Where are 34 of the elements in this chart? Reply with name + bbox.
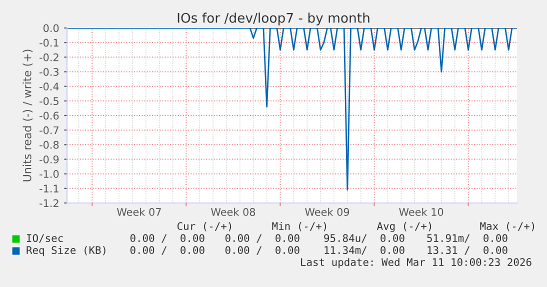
y-tick-label: -0.4 (40, 82, 59, 90)
x-tick-label: Week 07 (116, 208, 161, 216)
text: Cur (-/+) (177, 222, 232, 232)
text: Min (-/+) (272, 222, 326, 232)
y-tick-label: -0.3 (40, 68, 59, 76)
x-tick-label: Week 10 (399, 208, 444, 216)
y-tick-label: -1.1 (40, 184, 58, 192)
y-tick-label: -0.8 (40, 140, 59, 149)
y-tick-label: -0.5 (40, 97, 58, 106)
y-tick-label: -0.9 (40, 155, 59, 164)
x-tick-label: Week 08 (211, 208, 256, 216)
y-tick-label: -0.6 (40, 112, 59, 120)
y-tick-label: -1.0 (40, 170, 59, 178)
legend-label: IO/sec (27, 234, 63, 243)
y-tick-label: -1.2 (40, 199, 58, 207)
y-tick-label: -0.2 (40, 53, 58, 62)
y-tick-label: -0.1 (40, 38, 58, 47)
chart-title: IOs for /dev/loop7 - by month (178, 12, 370, 26)
text: 0.00 / 0.00 (225, 234, 300, 243)
text: Max (-/+) (480, 222, 534, 232)
text: Last update: Wed Mar 11 10:00:23 2026 (301, 258, 532, 268)
text: 0.00 / 0.00 (130, 234, 204, 243)
text: 95.84u/ 0.00 (324, 234, 404, 243)
legend-label: Req Size (KB) (26, 246, 106, 256)
text: 11.34m/ 0.00 (324, 246, 404, 255)
text: 0.00 / 0.00 (130, 246, 204, 255)
y-tick-label: 0.0 (43, 24, 59, 32)
text: 51.91m/ 0.00 (427, 234, 508, 243)
y-tick-label: -0.7 (40, 126, 58, 134)
text: Avg (-/+) (376, 222, 432, 232)
y-axis-title: Units read (-) / write (+) (22, 50, 33, 182)
x-tick-label: Week 09 (305, 208, 350, 216)
text: 13.31 / 0.00 (428, 246, 508, 255)
text: 0.00 / 0.00 (225, 246, 300, 255)
